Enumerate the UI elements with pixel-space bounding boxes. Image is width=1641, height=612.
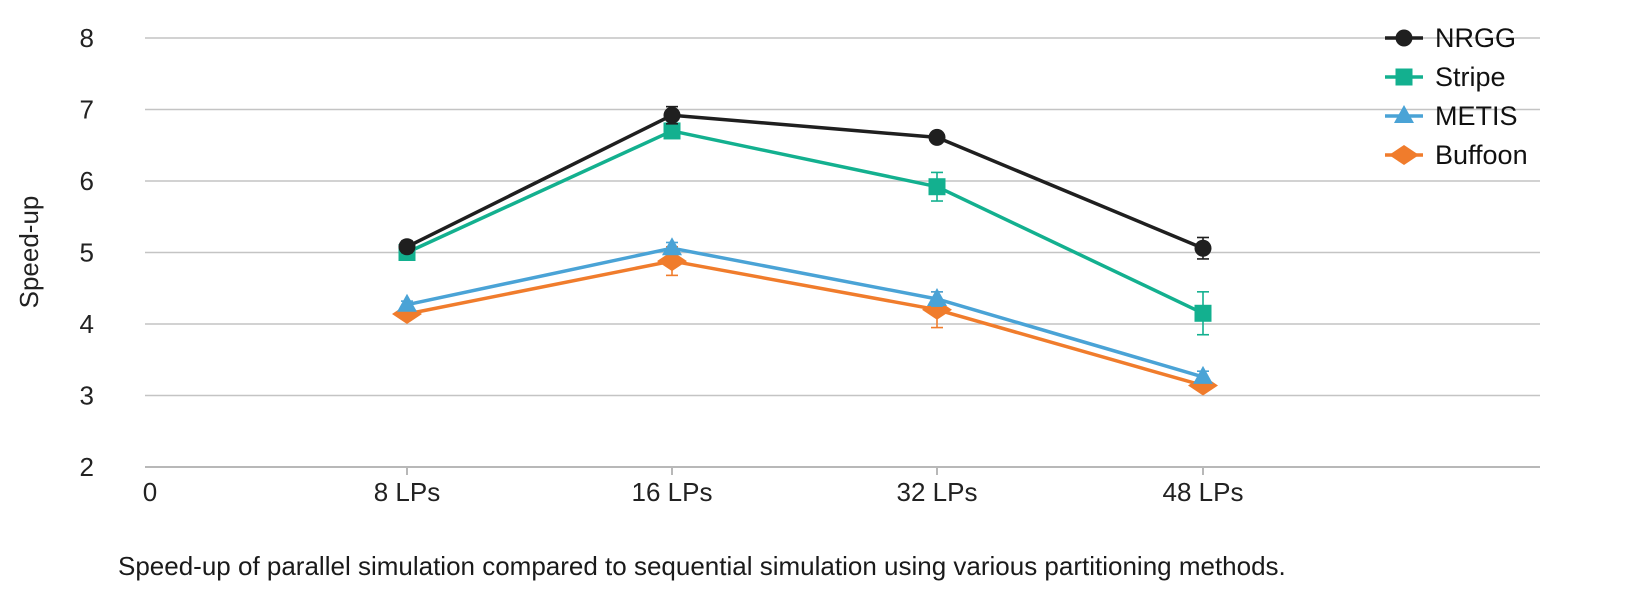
axes: 2 3 4 5 6 7 8 0 8 LPs 16 LPs 32 LPs 48 LPs Speed-up [14, 23, 1243, 507]
legend-item-stripe: Stripe [1385, 62, 1506, 92]
data-point-nrgg [398, 238, 416, 256]
data-point-nrgg [663, 106, 681, 124]
legend-label: NRGG [1435, 23, 1516, 53]
data-point-stripe [1194, 304, 1212, 322]
series-line-stripe [406, 129, 1204, 315]
legend-marker [1395, 29, 1413, 47]
x-tick-label: 8 LPs [374, 477, 441, 507]
y-tick-label: 2 [80, 452, 94, 482]
data-point-metis [1193, 365, 1213, 384]
legend-item-nrgg: NRGG [1385, 23, 1516, 53]
y-axis-title: Speed-up [14, 196, 44, 309]
x-tick-label: 48 LPs [1163, 477, 1244, 507]
legend-marker [1395, 68, 1413, 86]
chart-caption: Speed-up of parallel simulation compared… [118, 551, 1286, 581]
series-line-buffoon [406, 259, 1204, 388]
y-tick-label: 5 [80, 238, 94, 268]
data-point-nrgg [928, 128, 946, 146]
data-point-metis [397, 293, 417, 312]
data-point-metis [927, 287, 947, 306]
legend-label: METIS [1435, 101, 1518, 131]
legend-marker [1389, 145, 1419, 165]
data-point-buffoon [657, 251, 687, 272]
x-origin-label: 0 [143, 477, 157, 507]
legend-item-metis: METIS [1385, 101, 1518, 131]
legend-item-buffoon: Buffoon [1385, 140, 1528, 170]
series-line-nrgg [406, 113, 1204, 250]
data-point-stripe [928, 178, 946, 196]
series-stripe [398, 122, 1212, 336]
series-line-metis [406, 246, 1204, 379]
grid-lines [145, 37, 1540, 468]
data-point-stripe [663, 122, 681, 140]
data-series [392, 105, 1218, 396]
series-buffoon [392, 245, 1218, 396]
y-tick-label: 4 [80, 309, 94, 339]
series-nrgg [398, 105, 1212, 260]
data-point-nrgg [1194, 239, 1212, 257]
legend: NRGG Stripe METIS Buffoon [1385, 23, 1528, 170]
y-tick-label: 7 [80, 95, 94, 125]
y-tick-label: 8 [80, 23, 94, 53]
y-tick-label: 6 [80, 166, 94, 196]
data-point-metis [662, 237, 682, 256]
y-tick-label: 3 [80, 381, 94, 411]
legend-marker [1394, 105, 1414, 123]
x-tick-label: 32 LPs [897, 477, 978, 507]
legend-label: Stripe [1435, 62, 1506, 92]
x-tick-label: 16 LPs [632, 477, 713, 507]
series-metis [397, 237, 1213, 384]
legend-label: Buffoon [1435, 140, 1528, 170]
